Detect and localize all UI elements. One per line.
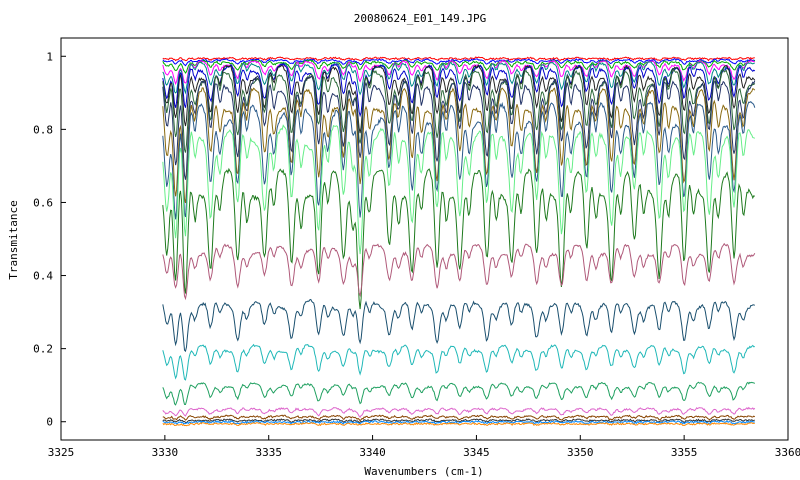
series-line (162, 420, 755, 425)
x-tick-label: 3330 (152, 446, 179, 459)
series-line (162, 414, 756, 422)
series-line (162, 59, 756, 86)
series-line (162, 56, 755, 62)
series-line (162, 418, 755, 424)
series-line (162, 124, 756, 255)
series-line (162, 101, 756, 220)
series-line (162, 58, 756, 67)
series-line (162, 167, 756, 310)
series-group (162, 56, 756, 427)
x-tick-label: 3325 (48, 446, 75, 459)
chart-title: 20080624_E01_149.JPG (354, 12, 486, 25)
x-tick-label: 3335 (255, 446, 282, 459)
y-tick-label: 1 (46, 50, 53, 63)
y-axis-label: Transmitance (7, 200, 20, 279)
series-line (162, 343, 755, 381)
x-tick-label: 3350 (567, 446, 594, 459)
x-tick-label: 3360 (775, 446, 800, 459)
series-line (162, 59, 756, 74)
series-line (162, 242, 756, 301)
y-tick-label: 0.8 (33, 123, 53, 136)
plot-frame (60, 37, 789, 441)
series-line (162, 422, 755, 427)
series-line (162, 87, 756, 204)
y-tick-label: 0.6 (33, 196, 53, 209)
series-line (162, 381, 756, 406)
series-line (162, 62, 756, 118)
x-tick-label: 3355 (671, 446, 698, 459)
series-line (162, 61, 755, 96)
y-tick-label: 0.2 (33, 343, 53, 356)
x-tick-label: 3340 (359, 446, 386, 459)
series-line (162, 298, 755, 353)
x-tick-label: 3345 (463, 446, 490, 459)
axis-ticks: 3325 3330 3335 3340 3345 3350 3355 3360 0 0.2 0.4 0… (33, 50, 800, 459)
y-tick-label: 0.4 (33, 270, 53, 283)
y-tick-label: 0 (46, 416, 53, 429)
series-line (162, 75, 756, 180)
series-line (162, 406, 756, 419)
x-axis-label: Wavenumbers (cm-1) (364, 465, 483, 478)
